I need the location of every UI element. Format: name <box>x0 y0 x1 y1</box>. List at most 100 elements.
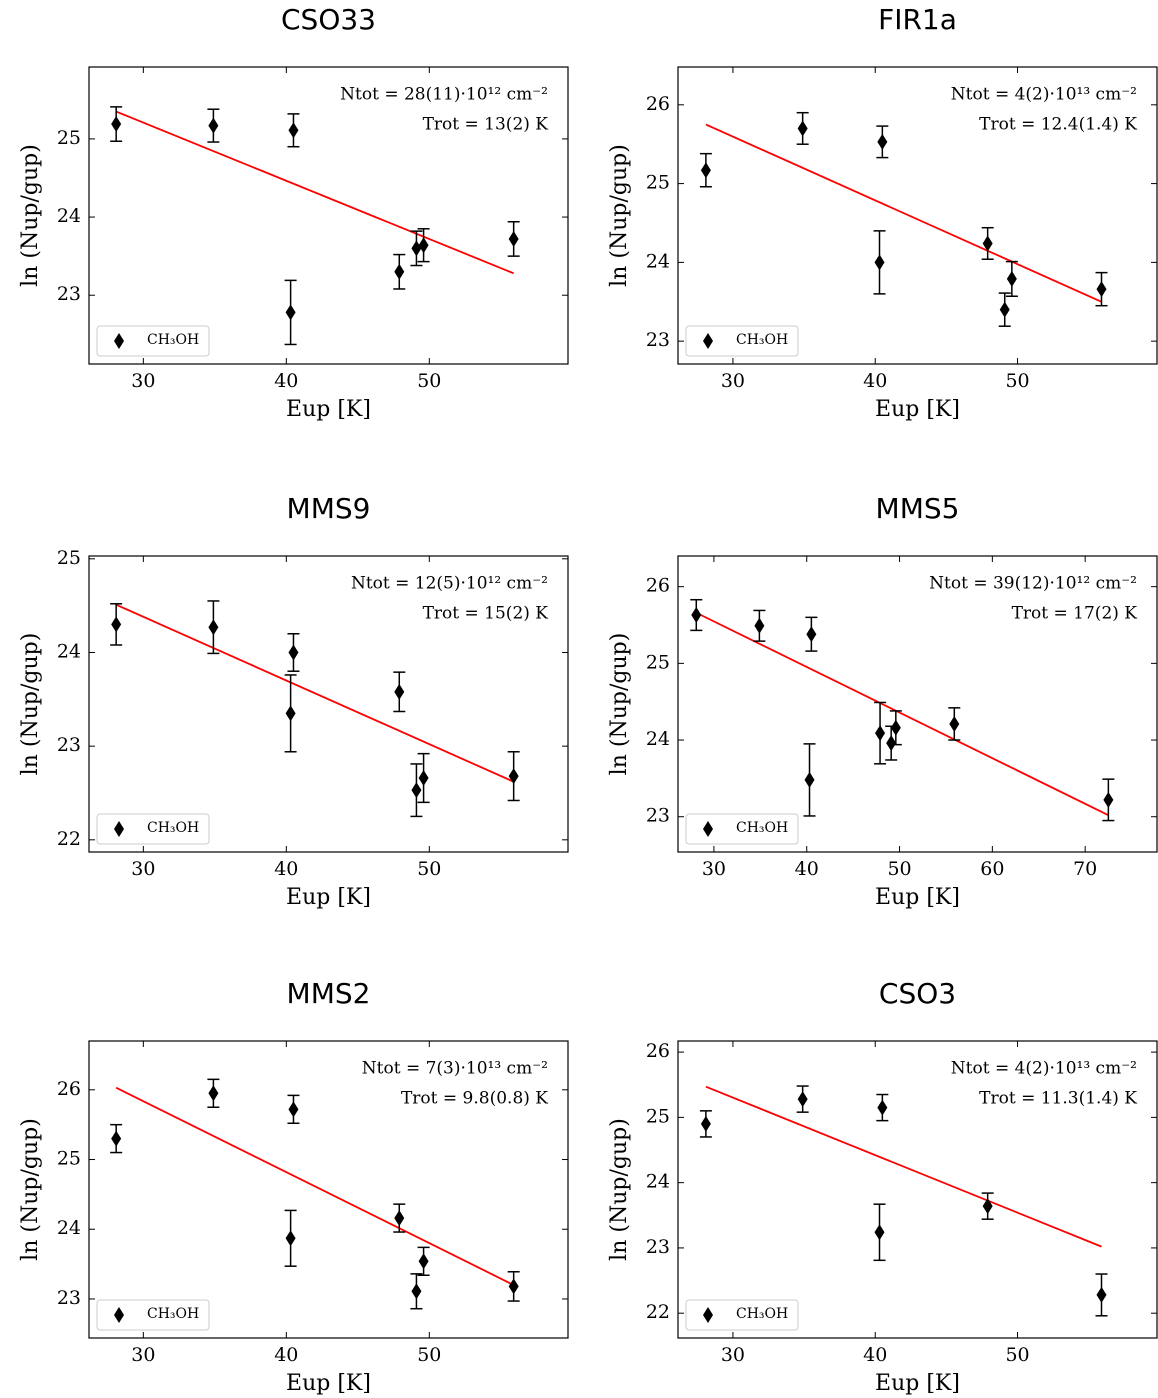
x-axis-label: Eup [K] <box>875 885 960 910</box>
y-axis-label: ln (Nup/gup) <box>18 144 43 287</box>
data-point <box>394 263 405 280</box>
y-axis-label: ln (Nup/gup) <box>18 1118 43 1261</box>
x-tick-label: 50 <box>1005 1344 1029 1366</box>
axes-frame <box>677 1040 1158 1339</box>
data-point <box>982 1198 993 1215</box>
x-axis-label: Eup [K] <box>875 1371 960 1396</box>
x-tick-label: 50 <box>417 370 441 392</box>
annotation: Ntot = 12(5)·10¹² cm⁻² <box>351 574 548 594</box>
subplot: MMS5 30 40 50 60 70 23 24 25 26 Eup [K] ln (Nup/gup… <box>607 492 1158 910</box>
x-tick-label: 70 <box>1073 858 1097 880</box>
data-point <box>806 626 817 643</box>
y-tick-label: 24 <box>646 250 670 272</box>
y-tick-label: 24 <box>646 728 670 750</box>
x-tick-label: 30 <box>721 370 745 392</box>
data-point <box>288 1101 299 1118</box>
data-point <box>877 133 888 150</box>
y-tick-label: 25 <box>646 651 670 673</box>
data-point <box>508 230 519 247</box>
x-tick-label: 30 <box>131 858 155 880</box>
x-tick-label: 30 <box>702 858 726 880</box>
data-point <box>700 162 711 179</box>
y-tick-label: 25 <box>57 1148 81 1170</box>
x-tick-label: 40 <box>863 1344 887 1366</box>
x-tick-label: 50 <box>887 858 911 880</box>
x-tick-label: 30 <box>131 1344 155 1366</box>
subplot: CSO33 30 40 50 23 24 25 Eup [K] ln (Nup/gup) Ntot… <box>18 3 569 422</box>
x-tick-label: 40 <box>863 370 887 392</box>
y-tick-label: 26 <box>646 575 670 597</box>
x-tick-label: 40 <box>795 858 819 880</box>
annotation: Trot = 11.3(1.4) K <box>979 1089 1137 1109</box>
legend-box <box>96 813 210 845</box>
legend-label: CH₃OH <box>147 1306 199 1322</box>
legend-label: CH₃OH <box>736 1306 788 1322</box>
legend-label: CH₃OH <box>736 820 788 836</box>
axes-frame <box>677 66 1158 365</box>
annotation: Ntot = 4(2)·10¹³ cm⁻² <box>951 85 1137 105</box>
x-tick-label: 40 <box>274 858 298 880</box>
annotation: Ntot = 4(2)·10¹³ cm⁻² <box>951 1059 1137 1079</box>
data-point <box>208 1085 219 1102</box>
axes-frame <box>88 1040 569 1339</box>
fit-line <box>115 110 515 275</box>
data-point <box>875 725 886 742</box>
data-point <box>1006 270 1017 287</box>
legend-marker <box>114 821 124 837</box>
data-point <box>285 304 296 321</box>
data-point <box>418 1253 429 1270</box>
y-tick-label: 25 <box>57 547 81 569</box>
axes-frame <box>88 555 569 853</box>
x-tick-label: 60 <box>980 858 1004 880</box>
annotation: Trot = 13(2) K <box>423 115 549 135</box>
x-tick-label: 30 <box>131 370 155 392</box>
y-axis-label: ln (Nup/gup) <box>18 633 43 776</box>
data-point <box>418 770 429 786</box>
y-tick-label: 25 <box>646 1105 670 1127</box>
x-tick-label: 30 <box>721 1344 745 1366</box>
legend-marker <box>703 821 713 837</box>
y-tick-label: 24 <box>646 1171 670 1193</box>
y-tick-label: 23 <box>57 283 81 305</box>
y-tick-label: 24 <box>57 1217 81 1239</box>
data-point <box>999 301 1010 318</box>
legend-box <box>96 1299 210 1331</box>
x-axis-label: Eup [K] <box>286 397 371 422</box>
annotation: Trot = 9.8(0.8) K <box>401 1089 548 1109</box>
legend-label: CH₃OH <box>147 332 199 348</box>
x-tick-label: 50 <box>1005 370 1029 392</box>
data-point <box>285 705 296 722</box>
data-point <box>394 683 405 700</box>
annotation: Ntot = 28(11)·10¹² cm⁻² <box>340 85 548 105</box>
legend-box <box>685 1299 799 1331</box>
annotation: Ntot = 7(3)·10¹³ cm⁻² <box>362 1059 548 1079</box>
annotation: Trot = 12.4(1.4) K <box>979 115 1137 135</box>
data-point <box>1103 791 1114 808</box>
y-tick-label: 25 <box>646 172 670 194</box>
annotation: Trot = 15(2) K <box>423 604 549 624</box>
y-tick-label: 22 <box>646 1301 670 1323</box>
y-tick-label: 22 <box>57 828 81 850</box>
data-point <box>111 1130 122 1147</box>
y-tick-label: 23 <box>646 1236 670 1258</box>
legend-box <box>685 813 799 845</box>
subplot-title: CSO33 <box>281 3 376 36</box>
annotation: Ntot = 39(12)·10¹² cm⁻² <box>929 574 1137 594</box>
data-point <box>982 235 993 252</box>
data-point <box>877 1099 888 1116</box>
data-point <box>874 1224 885 1241</box>
legend-marker <box>114 1307 124 1323</box>
data-point <box>508 768 519 785</box>
data-point <box>394 1210 405 1227</box>
y-tick-label: 23 <box>57 734 81 756</box>
fit-line <box>705 123 1102 303</box>
data-point <box>1096 281 1107 298</box>
y-tick-label: 26 <box>57 1078 81 1100</box>
data-point <box>288 644 299 661</box>
data-point <box>949 715 960 732</box>
axes-frame <box>88 66 569 365</box>
annotation: Trot = 17(2) K <box>1012 604 1138 624</box>
legend-marker <box>703 1307 713 1323</box>
subplot-title: MMS5 <box>876 492 960 525</box>
data-point <box>804 771 815 788</box>
